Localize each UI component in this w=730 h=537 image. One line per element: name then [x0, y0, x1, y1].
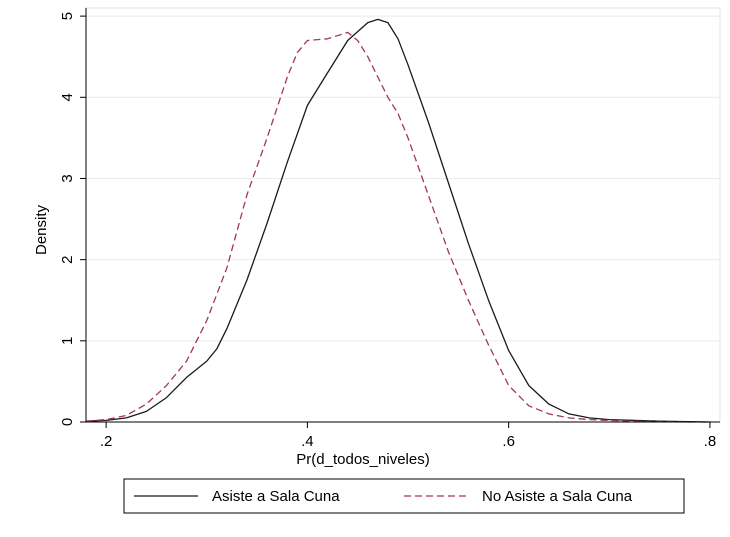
y-tick-label: 4	[59, 93, 76, 101]
legend: Asiste a Sala Cuna No Asiste a Sala Cuna	[123, 478, 685, 514]
x-tick-label: .6	[502, 433, 515, 450]
y-tick-label: 2	[59, 255, 76, 263]
legend-label-no-asiste: No Asiste a Sala Cuna	[482, 488, 633, 505]
plot-area	[85, 7, 721, 423]
y-tick-label: 3	[59, 174, 76, 182]
series-line-1	[85, 31, 710, 423]
x-tick-label: .8	[704, 433, 717, 450]
y-axis-ticks: 0 1 2 3 4 5	[59, 12, 86, 426]
y-tick-label: 1	[59, 337, 76, 345]
y-tick-label: 5	[59, 12, 76, 20]
x-tick-label: .2	[100, 433, 113, 450]
legend-label-asiste: Asiste a Sala Cuna	[212, 488, 340, 505]
series-line-0	[85, 18, 710, 423]
x-axis-ticks: .2 .4 .6 .8	[100, 422, 716, 450]
series-layer	[85, 18, 710, 423]
x-axis-title: Pr(d_todos_niveles)	[296, 451, 429, 468]
x-tick-label: .4	[301, 433, 314, 450]
y-axis-title: Density	[33, 204, 50, 255]
y-tick-label: 0	[59, 418, 76, 426]
